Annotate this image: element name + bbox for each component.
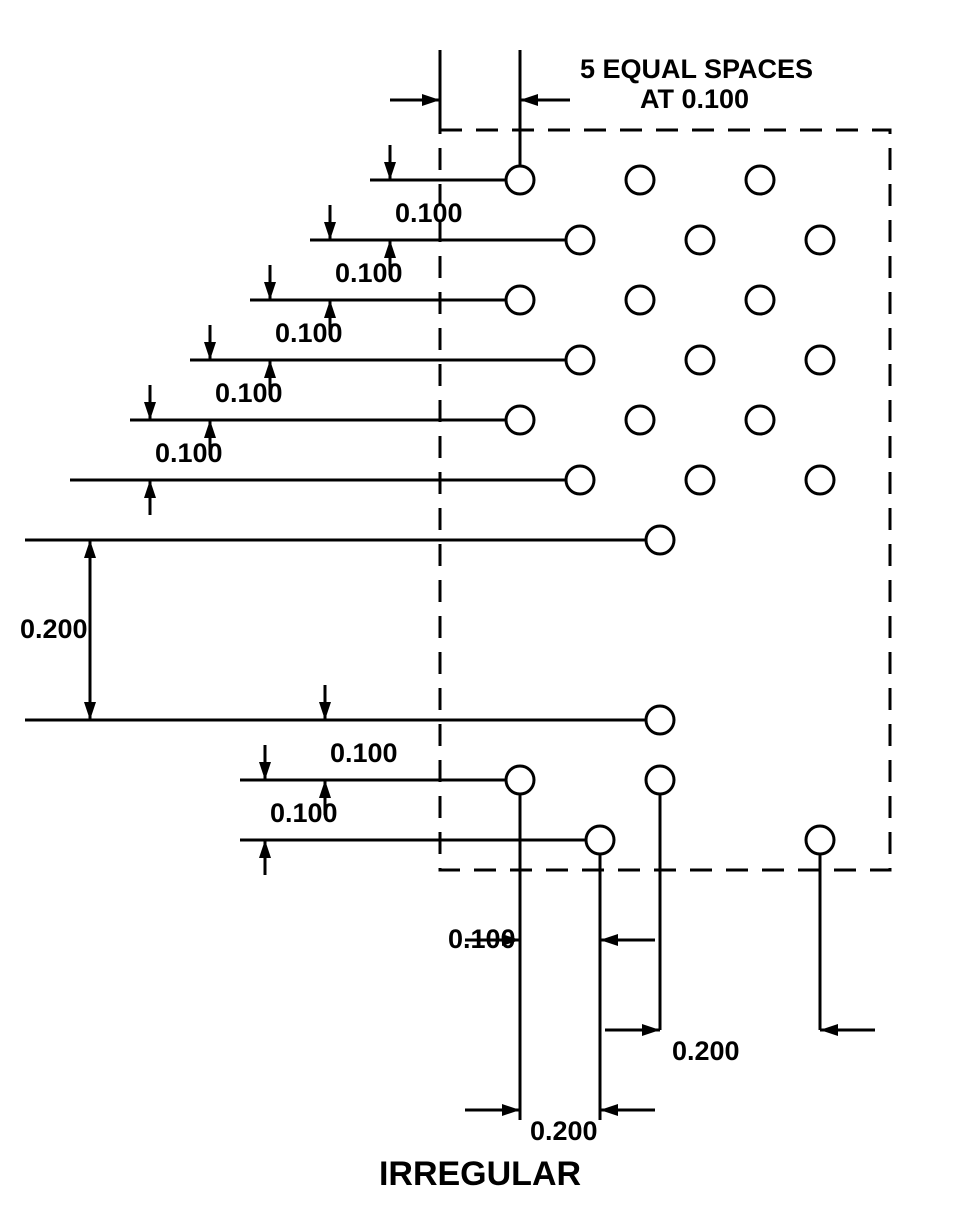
dim-label: 0.200 <box>20 614 88 644</box>
hole-11 <box>806 346 834 374</box>
dim-label: 0.100 <box>215 378 283 408</box>
irregular-hole-pattern-diagram: 5 EQUAL SPACESAT 0.100 0.100 0.100 0.100 0.1… <box>0 0 960 1208</box>
hole-16 <box>686 466 714 494</box>
hole-5 <box>806 226 834 254</box>
hole-15 <box>566 466 594 494</box>
hole-17 <box>806 466 834 494</box>
hole-12 <box>506 406 534 434</box>
dim-label: 0.100 <box>275 318 343 348</box>
dim-label: 0.200 <box>672 1036 740 1066</box>
hole-18 <box>646 526 674 554</box>
hole-2 <box>746 166 774 194</box>
hole-23 <box>806 826 834 854</box>
hole-4 <box>686 226 714 254</box>
hole-0 <box>506 166 534 194</box>
dim-label: 0.100 <box>270 798 338 828</box>
note-equal-spaces-line1: 5 EQUAL SPACES <box>580 54 813 84</box>
dim-label: 0.100 <box>155 438 223 468</box>
dim-label: 0.100 <box>448 924 516 954</box>
hole-14 <box>746 406 774 434</box>
hole-21 <box>646 766 674 794</box>
hole-7 <box>626 286 654 314</box>
hole-3 <box>566 226 594 254</box>
hole-8 <box>746 286 774 314</box>
dim-label: 0.100 <box>330 738 398 768</box>
hole-1 <box>626 166 654 194</box>
hole-10 <box>686 346 714 374</box>
hole-20 <box>506 766 534 794</box>
hole-22 <box>586 826 614 854</box>
diagram-title: IRREGULAR <box>379 1155 581 1193</box>
dim-label: 0.100 <box>335 258 403 288</box>
hole-6 <box>506 286 534 314</box>
dim-label: 0.200 <box>530 1116 598 1146</box>
hole-13 <box>626 406 654 434</box>
hole-9 <box>566 346 594 374</box>
dim-label: 0.100 <box>395 198 463 228</box>
hole-19 <box>646 706 674 734</box>
note-equal-spaces-line2: AT 0.100 <box>640 84 749 114</box>
